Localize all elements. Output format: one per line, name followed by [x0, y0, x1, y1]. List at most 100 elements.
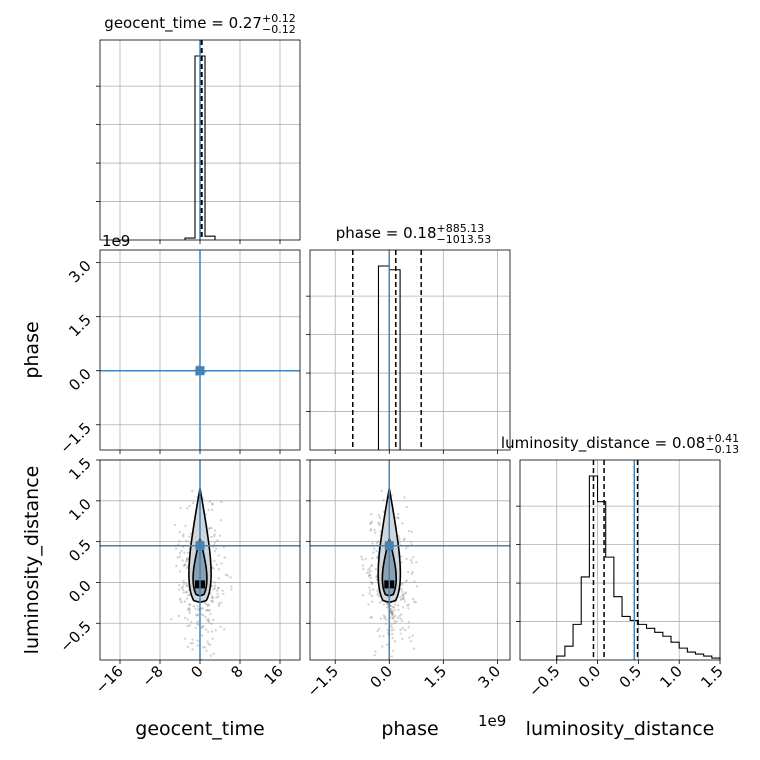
sample-point	[411, 571, 414, 574]
sample-point	[369, 528, 373, 531]
sample-point	[405, 505, 408, 509]
y-axis-offset-phase: 1e9	[102, 232, 130, 250]
sample-point	[380, 489, 383, 493]
sample-point	[191, 648, 194, 651]
sample-point	[391, 606, 395, 609]
sample-point	[367, 603, 370, 606]
sample-point	[183, 637, 187, 640]
sample-point	[392, 628, 395, 631]
sample-point	[178, 570, 182, 573]
sample-point	[376, 593, 379, 596]
sample-point	[375, 575, 378, 579]
x-tick-label: 1.0	[656, 662, 686, 692]
sample-point	[220, 500, 223, 504]
sample-point	[404, 580, 407, 584]
sample-point	[376, 589, 379, 592]
sample-point	[183, 551, 186, 554]
sample-point	[205, 649, 208, 653]
sample-point	[187, 608, 190, 612]
sample-point	[189, 532, 193, 535]
sample-point	[386, 602, 390, 606]
sample-point	[392, 605, 396, 609]
sample-point	[407, 626, 410, 629]
sample-point	[186, 618, 189, 621]
sample-point	[385, 643, 389, 646]
sample-point	[181, 559, 184, 562]
sample-point	[185, 582, 188, 585]
sample-point	[378, 524, 381, 527]
sample-point	[217, 567, 221, 571]
sample-point	[186, 584, 189, 587]
sample-point	[390, 610, 394, 613]
sample-point	[183, 563, 186, 567]
sample-point	[210, 622, 213, 625]
sample-point	[213, 584, 217, 587]
sample-point	[370, 580, 373, 584]
sample-point	[183, 616, 187, 620]
sample-point	[408, 636, 411, 639]
sample-point	[196, 620, 199, 624]
sample-point	[175, 564, 178, 568]
sample-point	[173, 523, 177, 527]
sample-point	[218, 534, 222, 537]
sample-point	[200, 613, 204, 616]
sample-point	[178, 584, 181, 587]
x-tick-label: −8	[138, 662, 166, 690]
sample-point	[390, 622, 394, 626]
sample-point	[170, 617, 173, 621]
sample-point	[399, 632, 402, 635]
sample-point	[180, 586, 184, 590]
sample-point	[382, 614, 385, 617]
x-tick-label: −1.5	[304, 662, 342, 700]
sample-point	[378, 521, 381, 524]
sample-point	[178, 530, 181, 534]
sample-point	[196, 608, 200, 612]
sample-point	[361, 594, 365, 597]
sample-point	[186, 645, 190, 648]
sample-point	[187, 594, 190, 597]
sample-point	[217, 587, 220, 590]
sample-point	[216, 595, 220, 598]
sample-point	[213, 529, 217, 532]
sample-point	[393, 640, 397, 643]
sample-point	[204, 609, 208, 612]
sample-point	[184, 668, 186, 670]
sample-point	[405, 579, 409, 582]
sample-point	[389, 611, 393, 614]
sample-point	[396, 516, 399, 519]
sample-point	[202, 624, 205, 628]
sample-point	[188, 607, 191, 610]
sample-point	[174, 547, 178, 550]
sample-point	[203, 646, 207, 649]
sample-point	[377, 594, 381, 598]
sample-point	[210, 596, 214, 599]
sample-point	[403, 592, 407, 595]
sample-point	[210, 526, 213, 530]
sample-point	[390, 625, 394, 629]
sample-point	[178, 540, 181, 543]
sample-point	[217, 554, 220, 557]
sample-point	[230, 585, 233, 588]
sample-point	[219, 601, 223, 604]
sample-point	[410, 572, 414, 576]
sample-point	[378, 516, 381, 519]
sample-point	[378, 635, 381, 638]
sample-point	[179, 599, 182, 602]
sample-point	[391, 616, 395, 619]
sample-point	[362, 568, 365, 571]
sample-point	[206, 604, 210, 608]
sample-point	[401, 594, 405, 598]
sample-point	[188, 535, 191, 538]
sample-point	[176, 556, 179, 559]
sample-point	[182, 582, 186, 586]
sample-point	[200, 626, 204, 629]
sample-point	[382, 498, 385, 502]
sample-point	[414, 601, 417, 604]
sample-point	[207, 618, 210, 621]
sample-point	[187, 607, 190, 610]
sample-point	[196, 605, 199, 608]
sample-point	[369, 529, 372, 532]
sample-point	[369, 576, 373, 580]
sample-point	[400, 561, 403, 564]
